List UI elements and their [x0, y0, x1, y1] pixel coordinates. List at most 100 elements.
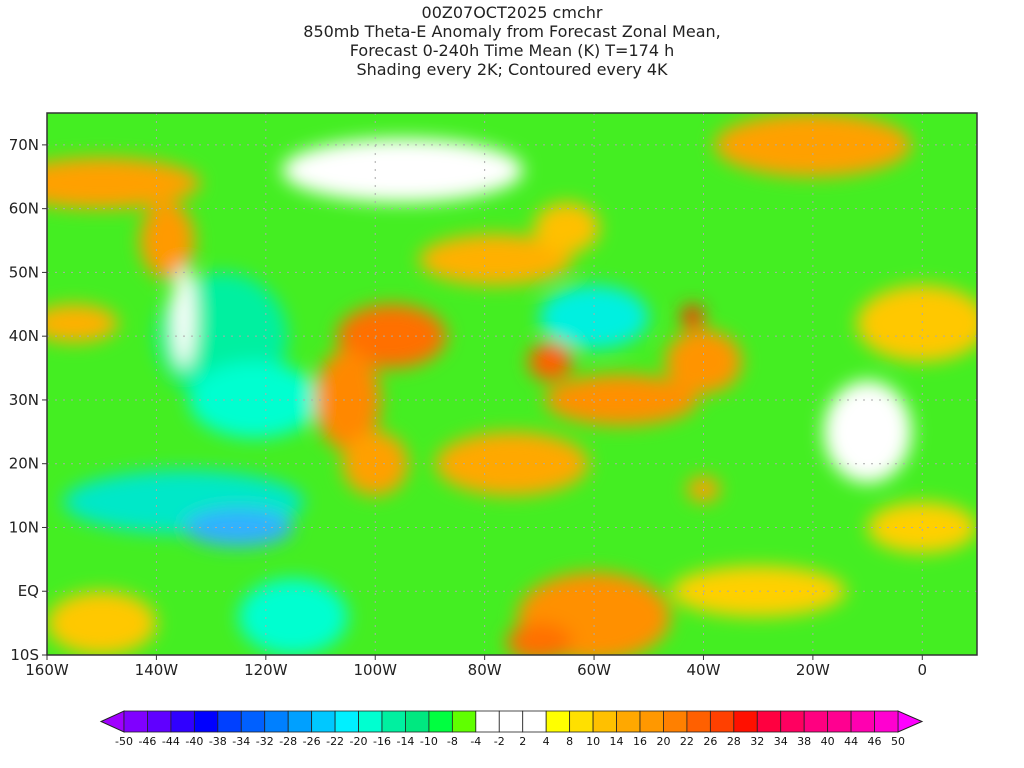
colorbar-swatch — [639, 710, 664, 733]
x-tick-label: 120W — [244, 661, 288, 679]
colorbar-label: 2 — [519, 735, 526, 748]
anomaly-region — [315, 348, 381, 451]
colorbar-label: 28 — [727, 735, 741, 748]
colorbar-label: 22 — [680, 735, 694, 748]
colorbar-swatch — [803, 710, 829, 733]
colorbar-label: -2 — [494, 735, 505, 748]
y-tick-label: 30N — [9, 391, 39, 409]
x-tick-label: 140W — [135, 661, 179, 679]
colorbar-over-arrow — [897, 710, 924, 733]
colorbar-swatch — [756, 710, 782, 733]
colorbar-swatch — [311, 710, 336, 733]
anomaly-region — [544, 374, 698, 426]
colorbar-swatch — [498, 710, 524, 733]
anomaly-region — [856, 285, 977, 362]
colorbar-label: -50 — [115, 735, 133, 748]
colorbar-label: -44 — [162, 735, 180, 748]
colorbar-swatch — [733, 710, 758, 733]
colorbar-swatch — [874, 710, 899, 733]
colorbar-label: -10 — [420, 735, 438, 748]
colorbar-swatch — [123, 710, 148, 733]
colorbar-label: 16 — [633, 735, 647, 748]
anomaly-region — [47, 304, 119, 343]
anomaly-region — [238, 578, 348, 655]
colorbar-label: 10 — [586, 735, 600, 748]
colorbar-label: -34 — [232, 735, 250, 748]
anomaly-region — [47, 591, 157, 655]
colorbar-label: -28 — [279, 735, 297, 748]
anomaly-region — [528, 342, 573, 381]
colorbar-swatch — [240, 710, 266, 733]
colorbar-label: 34 — [774, 735, 788, 748]
colorbar-label: 32 — [750, 735, 764, 748]
colorbar-swatch — [358, 710, 383, 733]
colorbar-label: -40 — [185, 735, 203, 748]
anomaly-region — [172, 266, 195, 369]
x-tick-label: 100W — [354, 661, 398, 679]
colorbar-swatch — [663, 710, 688, 733]
colorbar-swatch — [780, 710, 805, 733]
colorbar-swatch — [147, 710, 172, 733]
x-tick-label: 80W — [468, 661, 502, 679]
map-frame — [46, 112, 978, 656]
colorbar-label: 50 — [891, 735, 905, 748]
y-tick-label: 20N — [9, 455, 39, 473]
colorbar-swatch — [170, 710, 195, 733]
title-line-1: 00Z07OCT2025 cmchr — [421, 3, 603, 22]
y-tick-label: 10S — [10, 646, 39, 664]
colorbar-label: -4 — [470, 735, 481, 748]
anomaly-region — [189, 361, 321, 439]
anomaly-region — [714, 113, 912, 177]
colorbar-label: 4 — [543, 735, 550, 748]
anomaly-region — [140, 202, 195, 279]
anomaly-region — [282, 138, 523, 203]
colorbar-swatch — [616, 710, 641, 733]
colorbar-swatch — [287, 710, 313, 733]
colorbar-label: 46 — [868, 735, 882, 748]
colorbar-label: -38 — [209, 735, 227, 748]
colorbar-label: 8 — [566, 735, 573, 748]
colorbar-label: -26 — [303, 735, 321, 748]
title-line-4: Shading every 2K; Contoured every 4K — [356, 60, 668, 79]
anomaly-region — [539, 285, 649, 349]
colorbar-swatch — [827, 710, 852, 733]
y-tick-label: EQ — [18, 582, 39, 600]
colorbar-label: -8 — [447, 735, 458, 748]
anomaly-region — [47, 157, 201, 209]
x-tick-label: 60W — [577, 661, 611, 679]
anomaly-region — [867, 501, 977, 553]
colorbar-label: -32 — [256, 735, 274, 748]
colorbar-swatch — [334, 710, 359, 733]
anomaly-region — [506, 623, 573, 655]
x-tick-label: 40W — [687, 661, 721, 679]
colorbar-swatch — [592, 710, 617, 733]
x-tick-label: 160W — [25, 661, 69, 679]
colorbar-label: -16 — [373, 735, 391, 748]
y-tick-label: 10N — [9, 518, 39, 536]
colorbar-label: -22 — [326, 735, 344, 748]
title-line-2: 850mb Theta-E Anomaly from Forecast Zona… — [303, 22, 721, 41]
colorbar-label: 26 — [703, 735, 717, 748]
colorbar-swatch — [850, 710, 875, 733]
anomaly-region — [419, 234, 573, 286]
y-tick-label: 50N — [9, 263, 39, 281]
colorbar-swatch — [381, 710, 406, 733]
anomaly-region — [681, 304, 704, 330]
map-title: 00Z07OCT2025 cmchr 850mb Theta-E Anomaly… — [0, 3, 1024, 79]
colorbar-swatch — [709, 710, 735, 733]
anomaly-region — [670, 565, 846, 617]
colorbar-label: -46 — [138, 735, 156, 748]
colorbar-swatch — [475, 710, 500, 733]
colorbar-label: 40 — [821, 735, 835, 748]
colorbar-swatch — [405, 710, 430, 733]
colorbar-under-arrow — [99, 710, 125, 733]
anomaly-region — [823, 380, 912, 483]
y-tick-label: 40N — [9, 327, 39, 345]
colorbar-label: 20 — [656, 735, 670, 748]
colorbar: -50 -46 -44 -40 -38 -34 -32 -28 -26 -22 -20 -16 -14-… — [99, 710, 924, 748]
colorbar-swatch — [451, 710, 477, 733]
colorbar-label: 44 — [844, 735, 858, 748]
y-tick-label: 60N — [9, 200, 39, 218]
colorbar-swatch — [522, 710, 547, 733]
